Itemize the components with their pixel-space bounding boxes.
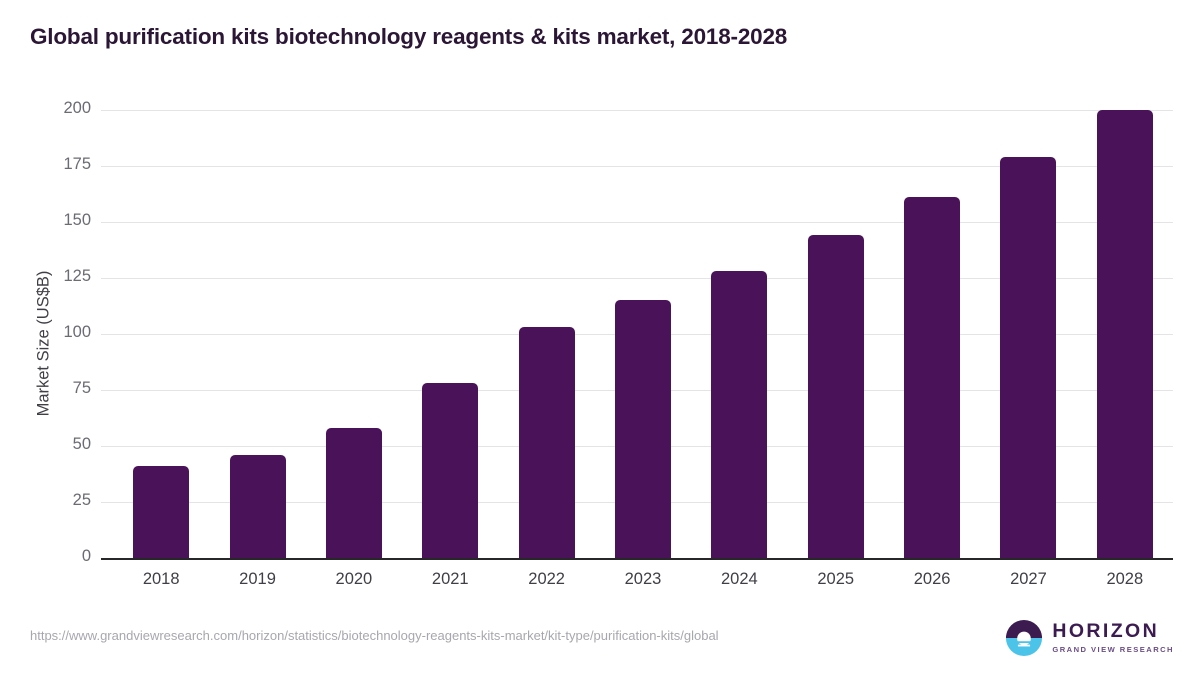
x-tick-label: 2026 [913,570,951,588]
logo-name: HORIZON [1052,620,1160,643]
y-gridline: 125 [0,267,1200,285]
x-axis-line [101,558,1173,560]
y-tick-label: 150 [63,211,91,229]
gridline [113,166,1173,167]
logo-tagline: GRAND VIEW RESEARCH [1052,644,1174,654]
y-tick-label: 100 [63,323,91,341]
horizon-sunrise-circle-icon [1006,619,1043,657]
y-tick-mark [101,110,113,111]
y-tick-mark [101,502,113,503]
y-tick-label: 75 [72,379,91,397]
logo-text: HORIZON GRAND VIEW RESEARCH [1052,622,1174,653]
y-tick-mark [101,334,113,335]
bar[interactable] [229,454,286,558]
y-tick-label: 175 [63,155,91,173]
x-tick-label: 2022 [528,570,565,588]
x-tick-label: 2025 [817,570,855,588]
bar[interactable] [518,327,575,558]
y-gridline: 0 [0,547,1200,565]
bar[interactable] [615,300,671,558]
horizon-logo[interactable]: HORIZON GRAND VIEW RESEARCH [1005,618,1174,658]
bar[interactable] [133,466,190,558]
page-title: Global purification kits biotechnology r… [30,24,788,49]
y-axis-title: Market Size (US$B) [34,270,53,417]
x-tick-label: 2018 [142,570,180,588]
y-tick-label: 0 [81,547,91,565]
y-tick-mark [101,278,113,279]
gridline [113,278,1173,279]
y-tick-label: 125 [63,267,91,285]
y-tick-mark [101,222,113,223]
y-gridline: 150 [0,211,1200,229]
x-tick-label: 2023 [624,570,662,588]
bar[interactable] [1000,157,1057,558]
x-tick-label: 2021 [431,570,469,588]
bar[interactable] [711,271,768,558]
gridline [113,222,1173,223]
x-tick-label: 2024 [720,570,758,588]
y-tick-mark [101,166,113,167]
bar[interactable] [904,197,961,558]
y-tick-label: 200 [63,99,91,117]
bar[interactable] [422,383,479,558]
x-tick-label: 2019 [239,570,276,588]
bar[interactable] [807,235,864,558]
y-tick-label: 50 [72,435,91,453]
y-tick-label: 25 [72,491,91,509]
x-tick-label: 2027 [1010,570,1047,588]
gridline [113,110,1173,111]
y-tick-mark [101,390,113,391]
y-gridline: 175 [0,155,1200,173]
y-tick-mark [101,446,113,447]
bar[interactable] [1096,110,1153,558]
x-tick-label: 2020 [335,570,373,588]
x-tick-label: 2028 [1106,570,1144,588]
source-url[interactable]: https://www.grandviewresearch.com/horizo… [30,628,719,643]
bar[interactable] [325,428,382,558]
y-gridline: 200 [0,99,1200,117]
